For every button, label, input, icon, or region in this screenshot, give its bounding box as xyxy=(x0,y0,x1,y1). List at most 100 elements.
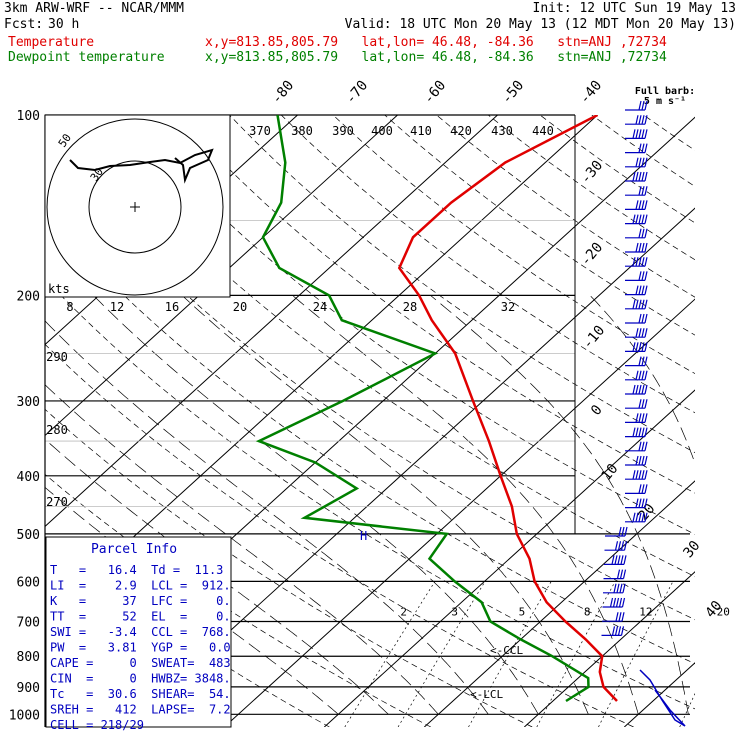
barb-flag xyxy=(638,271,642,281)
model-title: 3km ARW-WRF -- NCAR/MMM xyxy=(4,1,185,16)
potential-temperature-label: 430 xyxy=(491,124,513,138)
barb-flag xyxy=(638,399,642,409)
isotherm-line xyxy=(45,115,398,437)
barb-flag xyxy=(635,242,639,253)
barb-flag xyxy=(635,299,639,309)
pressure-label: 700 xyxy=(17,615,40,630)
wind-barb xyxy=(625,228,648,239)
parcel-row: Tc = 30.6 SHEAR= 54. xyxy=(50,687,231,701)
temperature-skew-label: 10 xyxy=(598,461,621,484)
mixing-ratio-label: 5 xyxy=(519,605,526,618)
barb-flag xyxy=(638,285,642,295)
barb-flag xyxy=(641,399,645,409)
barb-flag xyxy=(644,342,648,352)
wind-barb xyxy=(625,470,648,480)
barb-flag xyxy=(638,257,642,267)
barb-flag xyxy=(635,129,639,139)
pressure-label: 400 xyxy=(17,470,40,485)
potential-temperature-label: 410 xyxy=(410,124,432,138)
wind-barb xyxy=(625,384,648,395)
barb-flag xyxy=(644,356,648,366)
potential-temperature-label: 270 xyxy=(46,495,68,509)
barb-flag xyxy=(641,313,645,324)
wind-barb xyxy=(603,569,627,580)
parcel-box-frame xyxy=(45,536,232,728)
barb-flag xyxy=(611,626,616,636)
barb-flag xyxy=(644,384,648,395)
speed-tick-label: 32 xyxy=(501,300,515,314)
barb-flag xyxy=(641,342,645,352)
barb-flag xyxy=(641,115,645,125)
wind-barb xyxy=(625,157,648,168)
speed-tick-label: 20 xyxy=(233,300,247,314)
barb-flag xyxy=(641,441,645,451)
barb-flag xyxy=(619,569,624,579)
barb-flag xyxy=(644,484,648,494)
init-time: Init: 12 UTC Sun 19 May 13 xyxy=(532,1,737,16)
hodograph-trace xyxy=(69,148,214,184)
barb-flag xyxy=(638,384,642,395)
mixing-ratio-line xyxy=(679,692,695,727)
barb-flag xyxy=(638,342,642,352)
wind-barb xyxy=(625,171,648,182)
barb-flag xyxy=(641,384,645,395)
barb-flag xyxy=(632,257,636,267)
barb-flag xyxy=(614,555,618,565)
barb-flag xyxy=(644,413,648,423)
barb-flag xyxy=(614,541,619,551)
barb-flag xyxy=(641,271,645,281)
dry-adiabat-line xyxy=(280,115,695,414)
dry-adiabat-line xyxy=(45,212,695,665)
annotations: <-CCL <-LCL H xyxy=(360,529,523,701)
moist-adiabat-line xyxy=(589,295,695,465)
barb-flag xyxy=(644,228,648,238)
wind-barb xyxy=(625,356,648,367)
barb-flag xyxy=(641,512,645,522)
barb-flag xyxy=(638,498,642,508)
barb-flag xyxy=(635,498,639,508)
wind-barb xyxy=(625,100,648,111)
parcel-row: T = 16.4 Td = 11.3 xyxy=(50,563,223,577)
barb-flag xyxy=(618,597,623,608)
barb-flag xyxy=(618,612,622,622)
barb-flag xyxy=(638,313,642,324)
barb-flag xyxy=(635,370,639,380)
barb-flag xyxy=(638,441,642,451)
potential-temperature-label: 370 xyxy=(249,124,271,138)
barb-flag xyxy=(638,214,642,224)
barb-flag xyxy=(638,228,642,238)
barb-flag xyxy=(644,129,648,139)
barb-flag xyxy=(635,200,639,210)
wind-barb xyxy=(604,541,628,551)
barb-flag xyxy=(616,583,620,593)
barb-flag xyxy=(635,115,639,125)
ccl-marker: <-CCL xyxy=(490,644,523,657)
mixing-ratio-label: 3 xyxy=(451,605,458,618)
barb-flag xyxy=(641,498,645,508)
barb-flag xyxy=(638,455,642,466)
dewpoint-location: x,y=813.85,805.79 lat,lon= 46.48, -84.36… xyxy=(205,50,667,65)
barb-flag xyxy=(635,470,639,480)
barb-flag xyxy=(632,512,636,522)
barb-flag xyxy=(641,455,645,466)
parcel-row: TT = 52 EL = 0. xyxy=(50,610,231,624)
dry-adiabat-line xyxy=(229,115,695,453)
dry-adiabat-line xyxy=(125,115,695,535)
mixing-ratio-line xyxy=(598,581,674,727)
dry-adiabat-line xyxy=(45,278,695,710)
barb-flag xyxy=(623,555,627,565)
parcel-row: K = 37 LFC = 0. xyxy=(50,594,231,608)
barb-flag xyxy=(644,328,648,338)
barb-flag xyxy=(638,484,642,494)
potential-temperature-label: 290 xyxy=(46,350,68,364)
wind-barb xyxy=(625,271,648,281)
speed-tick-label: 12 xyxy=(110,300,124,314)
wind-barb xyxy=(603,583,626,594)
barb-flag xyxy=(644,186,648,196)
hodograph-ring xyxy=(88,160,182,254)
pressure-axis: 100 200 300 400 500 600 700 800 900 1000 xyxy=(9,109,40,723)
potential-temperature-label: 420 xyxy=(450,124,472,138)
barb-flag xyxy=(641,257,645,267)
dry-adiabat-line xyxy=(695,115,740,727)
barb-flag xyxy=(641,427,645,437)
